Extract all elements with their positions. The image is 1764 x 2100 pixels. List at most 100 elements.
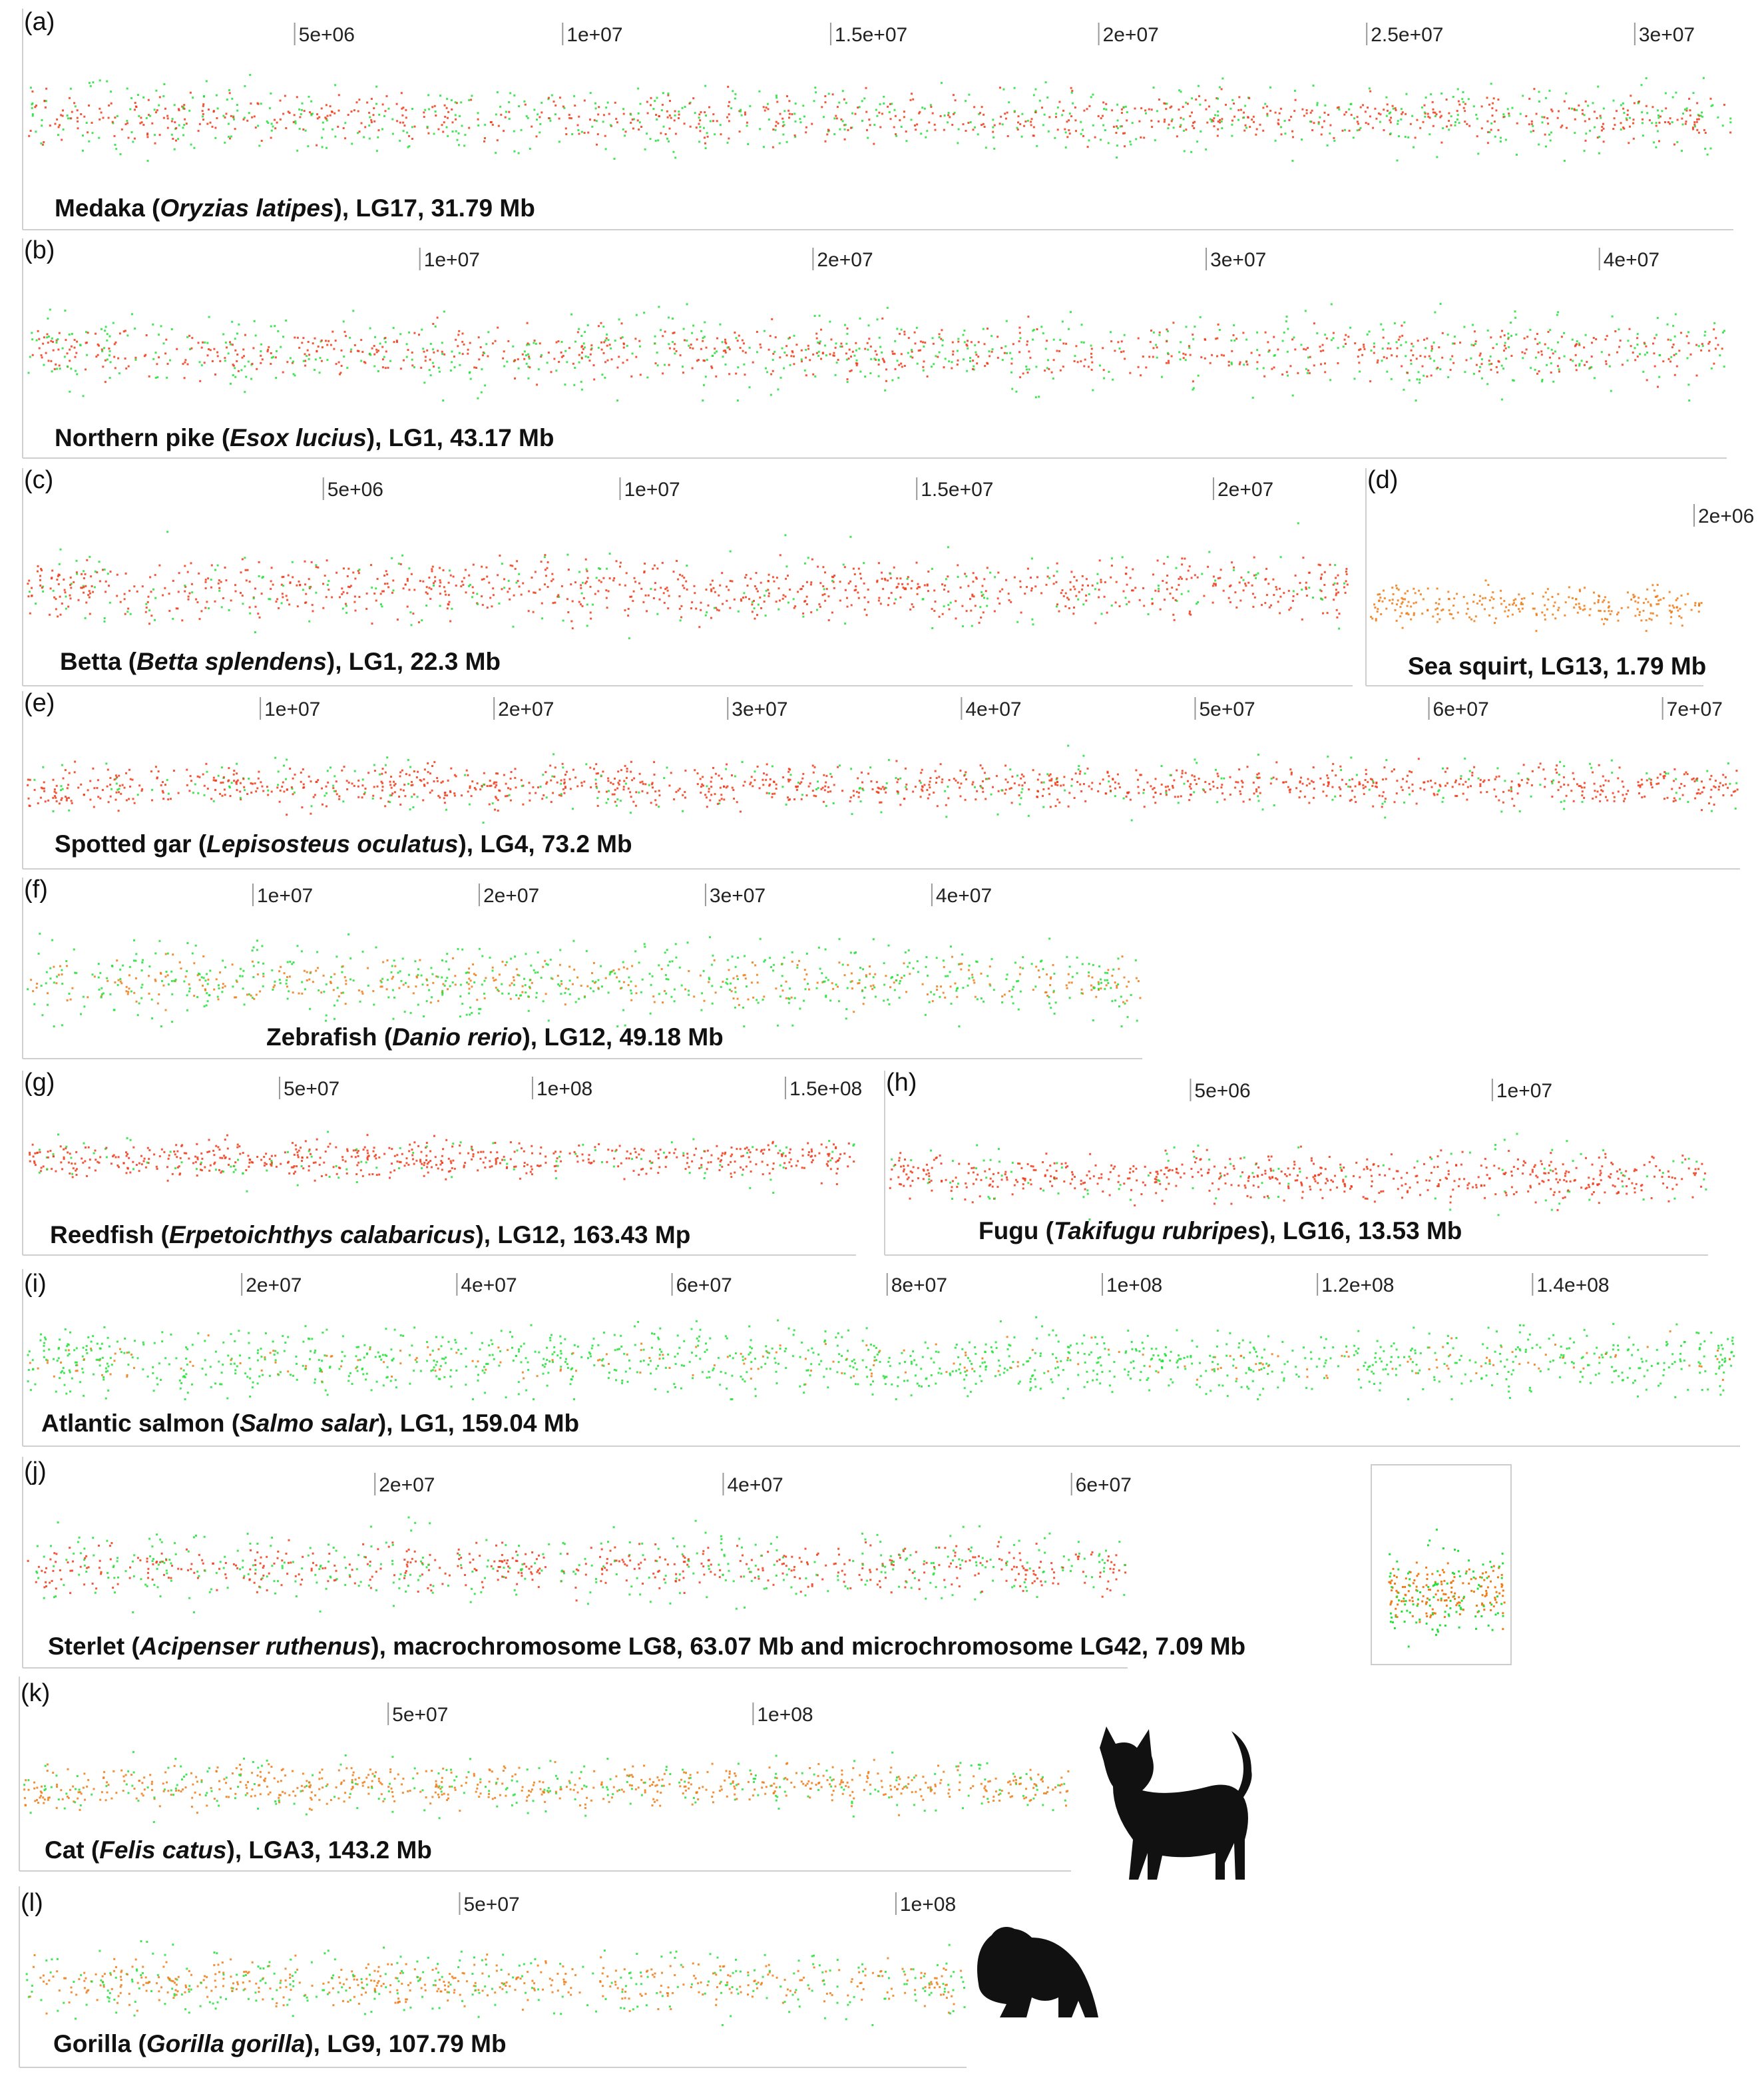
data-point-green [721, 341, 724, 344]
data-point-red [208, 348, 210, 350]
data-point-red [1253, 574, 1255, 577]
data-point-red [104, 359, 107, 362]
data-point-red [76, 117, 79, 119]
data-point-orange [1413, 602, 1415, 605]
data-point-red [1397, 338, 1400, 341]
data-point-red [1104, 581, 1106, 583]
data-point-green [1534, 356, 1537, 359]
data-point-red [699, 119, 702, 122]
data-point-red [1389, 121, 1392, 124]
data-point-red [1004, 113, 1006, 115]
data-point-red [372, 794, 375, 797]
data-point-red [181, 105, 184, 108]
data-point-red [184, 359, 187, 362]
data-point-orange [1518, 610, 1521, 613]
data-point-red [877, 599, 880, 602]
data-point-green [310, 805, 313, 808]
data-point-green [426, 125, 429, 128]
data-point-green [586, 625, 588, 627]
data-point-orange [1514, 598, 1517, 601]
data-point-green [485, 343, 488, 346]
data-point-red [534, 571, 537, 573]
data-point-red [1012, 343, 1014, 346]
data-point-red [1229, 585, 1231, 588]
data-point-red [1701, 780, 1703, 783]
data-point-green [1319, 589, 1321, 591]
data-point-green [1576, 340, 1578, 342]
data-point-green [1183, 129, 1185, 132]
data-point-red [278, 607, 280, 609]
data-point-green [468, 99, 471, 101]
data-point-red [632, 600, 634, 603]
data-point-red [943, 366, 945, 369]
data-point-green [1610, 390, 1612, 392]
data-point-orange [1401, 603, 1403, 605]
data-point-red [497, 772, 499, 775]
data-point-red [1415, 358, 1418, 360]
data-point-green [1038, 99, 1041, 102]
data-point-red [1090, 348, 1093, 350]
data-point-red [1026, 372, 1029, 374]
data-point-red [240, 592, 242, 594]
data-point-red [1598, 764, 1600, 766]
data-point-red [1252, 605, 1255, 608]
data-point-green [563, 107, 566, 109]
data-point-red [619, 565, 621, 568]
data-point-orange [1371, 617, 1374, 620]
data-point-green [236, 109, 239, 112]
data-point-red [93, 806, 95, 808]
data-point-red [756, 590, 759, 593]
data-point-green [1214, 114, 1217, 117]
data-point-red [1358, 783, 1361, 786]
data-point-red [916, 593, 919, 595]
data-point-green [897, 376, 900, 379]
data-point-green [261, 577, 264, 579]
data-point-green [891, 103, 893, 105]
data-point-red [983, 126, 986, 128]
data-point-red [498, 789, 501, 792]
data-point-orange [1399, 606, 1402, 608]
data-point-orange [1391, 599, 1394, 601]
data-point-red [1168, 123, 1170, 126]
data-point-red [547, 97, 550, 99]
data-point-green [1175, 567, 1178, 569]
data-point-green [1009, 768, 1012, 771]
data-point-red [1636, 337, 1639, 340]
data-point-red [982, 611, 985, 614]
data-point-red [533, 340, 536, 342]
data-point-red [627, 615, 630, 617]
data-point-green [1641, 111, 1644, 114]
data-point-red [45, 87, 48, 90]
data-point-green [1651, 122, 1654, 125]
data-point-red [250, 782, 252, 784]
data-point-red [1322, 612, 1324, 615]
data-point-red [213, 348, 216, 350]
data-point-green [994, 576, 996, 579]
data-point-red [1382, 336, 1385, 339]
x-tick-label: 1e+07 [566, 24, 622, 46]
data-point-green [1009, 352, 1012, 354]
data-point-green [412, 806, 415, 808]
data-point-green [1107, 142, 1110, 144]
data-point-green [785, 140, 788, 143]
data-point-red [447, 111, 450, 113]
data-point-red [276, 121, 278, 124]
data-point-red [1383, 109, 1385, 111]
data-point-green [142, 96, 145, 99]
data-point-red [1662, 775, 1665, 778]
data-point-green [1576, 109, 1578, 111]
data-point-red [292, 121, 295, 123]
data-point-orange [1648, 617, 1651, 620]
data-point-green [948, 360, 951, 363]
data-point-green [889, 573, 892, 575]
data-point-green [1625, 117, 1628, 120]
data-point-red [282, 781, 284, 784]
data-point-green [891, 379, 894, 382]
data-point-orange [1594, 602, 1596, 605]
data-point-red [75, 571, 78, 574]
data-point-red [571, 600, 574, 603]
data-point-green [815, 91, 817, 94]
data-point-red [492, 587, 495, 590]
data-point-green [509, 92, 512, 95]
caption-part: ), LG1, 43.17 Mb [367, 424, 554, 451]
